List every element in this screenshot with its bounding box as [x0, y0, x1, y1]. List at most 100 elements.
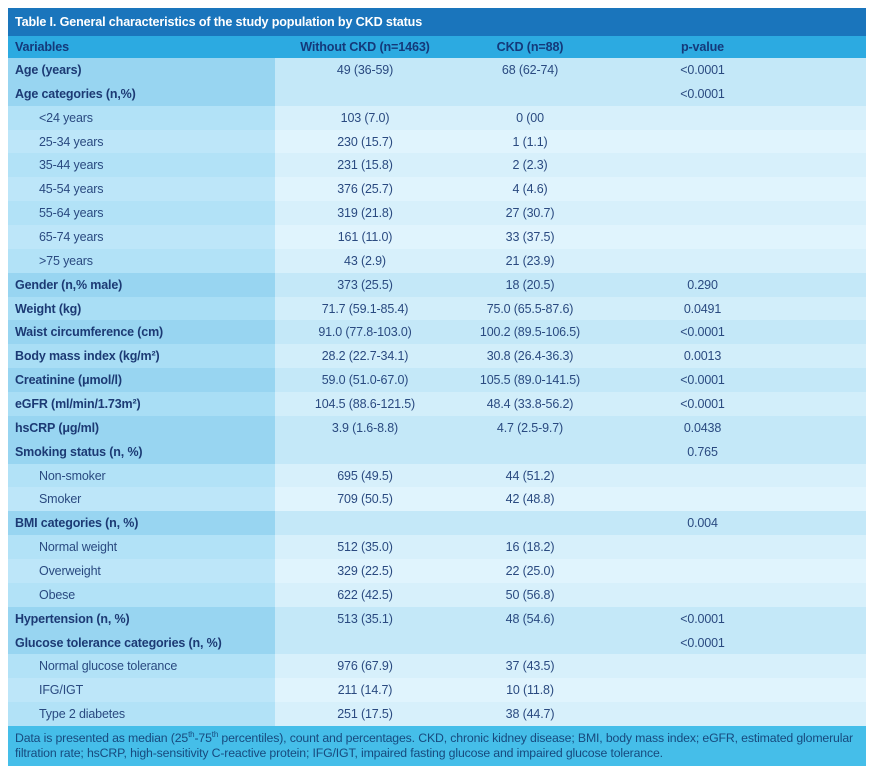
table-row: 25-34 years 230 (15.7) 1 (1.1) [8, 129, 866, 154]
table-row: Body mass index (kg/m²) 28.2 (22.7-34.1)… [8, 344, 866, 369]
filler-cell [800, 201, 866, 226]
row-label-cell: 35-44 years [8, 153, 275, 178]
row-label-cell: 25-34 years [8, 129, 275, 154]
without-ckd-cell: 43 (2.9) [275, 248, 455, 273]
table-row: Non-smoker 695 (49.5) 44 (51.2) [8, 463, 866, 488]
row-label-cell: Smoker [8, 487, 275, 512]
ckd-cell: 50 (56.8) [455, 582, 605, 607]
column-header-filler [800, 36, 866, 58]
table-row: Age categories (n,%) <0.0001 [8, 81, 866, 106]
without-ckd-cell [275, 511, 455, 536]
without-ckd-cell: 329 (22.5) [275, 559, 455, 583]
p-value-cell [605, 129, 800, 154]
without-ckd-cell: 71.7 (59.1-85.4) [275, 296, 455, 321]
filler-cell [800, 582, 866, 607]
table-header-row: Variables Without CKD (n=1463) CKD (n=88… [8, 36, 866, 58]
ckd-cell: 18 (20.5) [455, 272, 605, 297]
ckd-cell [455, 511, 605, 536]
table-row: Glucose tolerance categories (n, %) <0.0… [8, 630, 866, 655]
row-label-cell: Non-smoker [8, 463, 275, 488]
p-value-cell [605, 535, 800, 560]
row-label-cell: Glucose tolerance categories (n, %) [8, 630, 275, 655]
row-label-cell: Obese [8, 582, 275, 607]
filler-cell [800, 320, 866, 345]
filler-cell [800, 439, 866, 464]
ckd-cell: 0 (00 [455, 105, 605, 130]
without-ckd-cell [275, 439, 455, 464]
p-value-cell: <0.0001 [605, 58, 800, 82]
table-row: hsCRP (μg/ml) 3.9 (1.6-8.8) 4.7 (2.5-9.7… [8, 415, 866, 440]
filler-cell [800, 153, 866, 178]
p-value-cell: <0.0001 [605, 368, 800, 393]
ckd-cell: 1 (1.1) [455, 129, 605, 154]
row-label-cell: Smoking status (n, %) [8, 439, 275, 464]
without-ckd-cell: 59.0 (51.0-67.0) [275, 368, 455, 393]
table-row: Age (years) 49 (36-59) 68 (62-74) <0.000… [8, 58, 866, 82]
table-row: IFG/IGT 211 (14.7) 10 (11.8) [8, 678, 866, 703]
row-label-cell: Age categories (n,%) [8, 81, 275, 106]
p-value-cell: 0.004 [605, 511, 800, 536]
table-row: Hypertension (n, %) 513 (35.1) 48 (54.6)… [8, 606, 866, 631]
row-label-cell: IFG/IGT [8, 678, 275, 703]
p-value-cell [605, 463, 800, 488]
p-value-cell [605, 153, 800, 178]
table-row: eGFR (ml/min/1.73m²) 104.5 (88.6-121.5) … [8, 392, 866, 416]
table-title: Table I. General characteristics of the … [15, 15, 423, 29]
without-ckd-cell: 230 (15.7) [275, 129, 455, 154]
ckd-cell: 48.4 (33.8-56.2) [455, 392, 605, 416]
row-label-cell: 45-54 years [8, 177, 275, 202]
ckd-cell: 33 (37.5) [455, 225, 605, 249]
filler-cell [800, 225, 866, 249]
row-label-cell: 55-64 years [8, 201, 275, 226]
table-row: >75 years 43 (2.9) 21 (23.9) [8, 248, 866, 273]
ckd-cell: 4.7 (2.5-9.7) [455, 415, 605, 440]
filler-cell [800, 630, 866, 655]
p-value-cell [605, 201, 800, 226]
filler-cell [800, 81, 866, 106]
table-row: <24 years 103 (7.0) 0 (00 [8, 105, 866, 130]
without-ckd-cell: 211 (14.7) [275, 678, 455, 703]
without-ckd-cell: 251 (17.5) [275, 702, 455, 727]
without-ckd-cell: 513 (35.1) [275, 606, 455, 631]
row-label-cell: >75 years [8, 248, 275, 273]
p-value-cell [605, 702, 800, 727]
row-label-cell: Age (years) [8, 58, 275, 82]
row-label-cell: Normal weight [8, 535, 275, 560]
table-title-bar: Table I. General characteristics of the … [8, 8, 866, 36]
p-value-cell: <0.0001 [605, 630, 800, 655]
filler-cell [800, 606, 866, 631]
ckd-cell [455, 439, 605, 464]
row-label-cell: Creatinine (μmol/l) [8, 368, 275, 393]
ckd-cell: 75.0 (65.5-87.6) [455, 296, 605, 321]
filler-cell [800, 296, 866, 321]
without-ckd-cell: 91.0 (77.8-103.0) [275, 320, 455, 345]
p-value-cell [605, 248, 800, 273]
filler-cell [800, 415, 866, 440]
table-body: Age (years) 49 (36-59) 68 (62-74) <0.000… [8, 58, 866, 727]
table-row: BMI categories (n, %) 0.004 [8, 511, 866, 536]
row-label-cell: BMI categories (n, %) [8, 511, 275, 536]
column-header-ckd: CKD (n=88) [455, 36, 605, 58]
without-ckd-cell: 512 (35.0) [275, 535, 455, 560]
p-value-cell [605, 177, 800, 202]
without-ckd-cell: 104.5 (88.6-121.5) [275, 392, 455, 416]
p-value-cell: 0.0013 [605, 344, 800, 369]
filler-cell [800, 487, 866, 512]
filler-cell [800, 702, 866, 727]
table-row: 35-44 years 231 (15.8) 2 (2.3) [8, 153, 866, 178]
table-row: Smoker 709 (50.5) 42 (48.8) [8, 487, 866, 512]
table-row: 65-74 years 161 (11.0) 33 (37.5) [8, 225, 866, 249]
ckd-cell: 44 (51.2) [455, 463, 605, 488]
ckd-cell: 68 (62-74) [455, 58, 605, 82]
filler-cell [800, 58, 866, 82]
ckd-cell: 37 (43.5) [455, 654, 605, 679]
ckd-cell: 42 (48.8) [455, 487, 605, 512]
without-ckd-cell: 976 (67.9) [275, 654, 455, 679]
without-ckd-cell: 49 (36-59) [275, 58, 455, 82]
p-value-cell [605, 487, 800, 512]
ckd-cell: 22 (25.0) [455, 559, 605, 583]
row-label-cell: 65-74 years [8, 225, 275, 249]
without-ckd-cell: 709 (50.5) [275, 487, 455, 512]
ckd-cell: 16 (18.2) [455, 535, 605, 560]
p-value-cell [605, 225, 800, 249]
